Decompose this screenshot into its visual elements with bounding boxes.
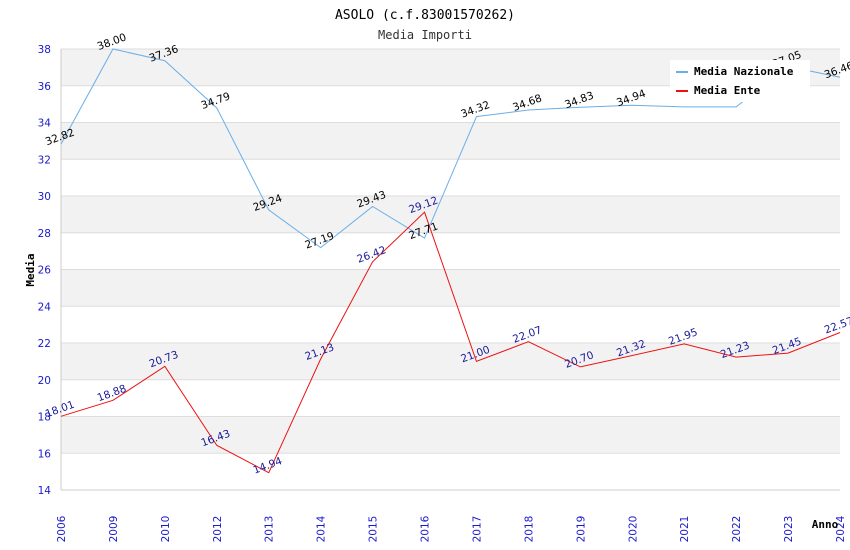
x-tick-label: 2009 xyxy=(108,516,120,543)
grid-band xyxy=(61,416,840,454)
series-line-media-ente xyxy=(60,211,841,474)
x-tick-label: 2021 xyxy=(679,516,691,543)
series-lines xyxy=(60,48,841,474)
y-tick-label: 14 xyxy=(38,485,52,497)
y-tick-label: 36 xyxy=(38,81,52,93)
y-tick-label: 32 xyxy=(38,154,51,166)
x-tick-label: 2020 xyxy=(627,516,639,543)
x-tick-label: 2018 xyxy=(523,516,535,543)
x-tick-label: 2013 xyxy=(264,516,276,543)
grid-band xyxy=(61,379,840,417)
grid-bands xyxy=(60,48,840,491)
y-tick-label: 24 xyxy=(38,301,52,313)
grid-band xyxy=(61,453,840,490)
x-tick-label: 2023 xyxy=(783,516,795,543)
x-tick-label: 2015 xyxy=(368,516,380,543)
y-tick-label: 22 xyxy=(38,338,51,350)
y-axis-ticks: 14 16 18 20 22 24 26 28 30 32 34 36 38 xyxy=(38,44,52,497)
x-tick-label: 2006 xyxy=(56,515,68,542)
y-tick-label: 38 xyxy=(38,44,51,56)
legend-label-media-nazionale: Media Nazionale xyxy=(694,65,794,78)
x-tick-label: 2012 xyxy=(212,516,224,543)
y-axis-label: Media xyxy=(24,253,37,286)
y-tick-label: 18 xyxy=(38,412,51,424)
grid-band xyxy=(61,306,840,343)
grid-band xyxy=(61,196,840,233)
y-tick-label: 16 xyxy=(38,448,52,460)
legend-label-media-ente: Media Ente xyxy=(694,84,761,97)
y-tick-label: 28 xyxy=(38,228,51,240)
x-tick-label: 2016 xyxy=(420,515,432,542)
series-line-media-nazionale xyxy=(60,48,841,249)
legend: Media Nazionale Media Ente xyxy=(670,60,810,102)
y-tick-label: 34 xyxy=(38,118,52,130)
grid-band xyxy=(61,343,840,380)
chart-title: ASOLO (c.f.83001570262) xyxy=(335,8,515,23)
x-tick-label: 2014 xyxy=(316,515,328,542)
grid-band xyxy=(61,122,840,160)
legend-box xyxy=(670,60,810,102)
grid-band xyxy=(61,232,840,270)
x-tick-label: 2017 xyxy=(471,516,483,543)
y-tick-label: 30 xyxy=(38,191,51,203)
x-axis-ticks: 2006 2009 2010 2012 2013 2014 2015 2016 2017 2018… xyxy=(56,515,847,542)
x-axis-label: Anno xyxy=(812,518,839,531)
x-tick-label: 2024 xyxy=(835,515,847,542)
chart-subtitle: Media Importi xyxy=(378,28,472,42)
x-tick-label: 2010 xyxy=(160,516,172,543)
x-tick-label: 2022 xyxy=(731,516,743,543)
y-tick-label: 20 xyxy=(38,375,51,387)
x-tick-label: 2019 xyxy=(575,516,587,543)
y-tick-label: 26 xyxy=(38,265,52,277)
